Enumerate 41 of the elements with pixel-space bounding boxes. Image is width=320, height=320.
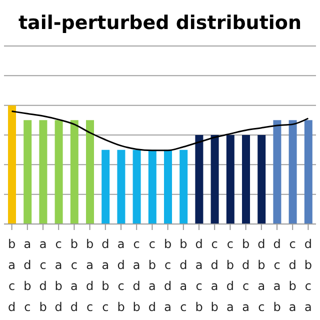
bar: [54, 120, 63, 224]
x-tick-label: d a b c: [102, 237, 110, 314]
x-tick-label: b c a d: [70, 237, 78, 314]
x-tick-label: d b c a: [304, 237, 312, 314]
bar: [273, 120, 282, 224]
bar: [195, 135, 204, 224]
bar: [117, 150, 126, 224]
bar: [242, 135, 250, 224]
x-tick-label: b d c a: [242, 237, 250, 314]
bar: [226, 135, 234, 224]
bar: [86, 120, 94, 224]
x-tick-label: b a d c: [86, 237, 94, 314]
bar: [288, 120, 297, 224]
x-tick-label: c d a b: [210, 237, 218, 314]
x-tick-label: d c a b: [273, 237, 281, 314]
bar: [148, 150, 156, 224]
x-tick-label: c a d b: [132, 237, 140, 314]
bar: [258, 135, 266, 224]
x-tick-label: c d b a: [288, 237, 296, 314]
bar: [24, 120, 32, 224]
x-tick-label: b c d a: [164, 237, 172, 314]
bar: [70, 120, 78, 224]
bar: [180, 150, 188, 224]
bar: [304, 120, 312, 224]
x-tick-label: a d b c: [24, 237, 32, 314]
bar: [102, 150, 110, 224]
x-tick-label: c b a d: [148, 237, 156, 314]
x-tick-label: b a c d: [8, 237, 16, 314]
x-tick-label: c a b d: [54, 237, 62, 314]
bar: [210, 135, 219, 224]
x-tick-label: b d a c: [180, 237, 188, 314]
x-tick-label: c b d a: [226, 237, 234, 314]
bar: [8, 105, 16, 224]
bar: [132, 150, 141, 224]
chart-title: tail-perturbed distribution: [17, 12, 303, 36]
x-tick-label: a d c b: [117, 237, 125, 314]
x-tick-label: a c d b: [39, 237, 47, 314]
bar: [164, 150, 172, 224]
x-tick-label: d b a c: [258, 237, 266, 314]
bar: [39, 120, 48, 224]
x-tick-label: d a c b: [195, 237, 203, 314]
